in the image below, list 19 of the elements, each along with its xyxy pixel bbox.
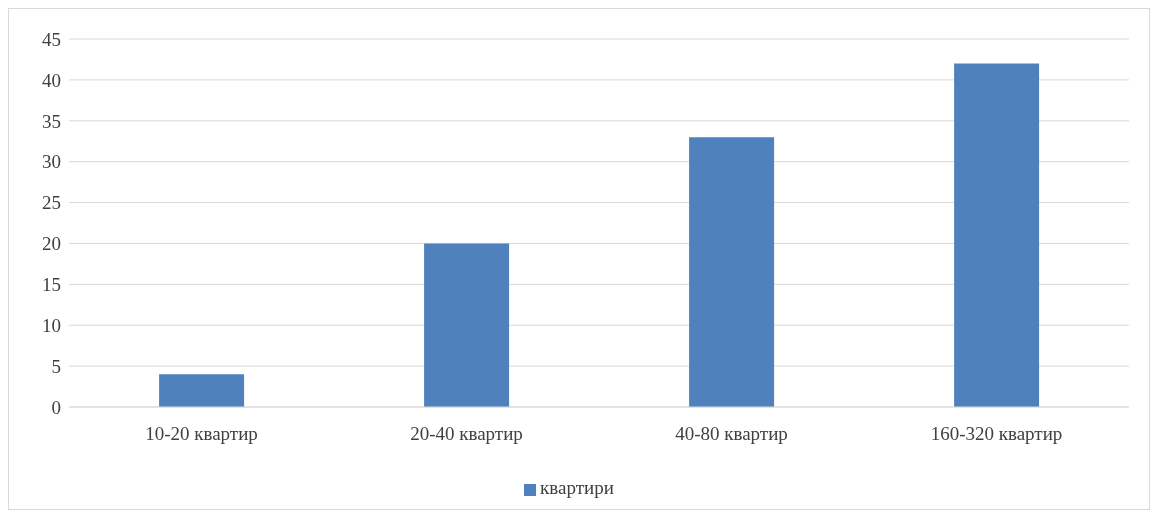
bar: [159, 374, 245, 407]
x-tick-label: 20-40 квартир: [410, 423, 523, 445]
x-tick-label: 40-80 квартир: [675, 423, 788, 445]
y-tick-label: 15: [42, 274, 61, 296]
y-tick-label: 30: [42, 151, 61, 173]
y-tick-label: 5: [51, 355, 61, 377]
x-tick-label: 10-20 квартир: [145, 423, 258, 445]
y-tick-label: 20: [42, 233, 61, 255]
legend-label: квартири: [540, 477, 614, 498]
y-tick-label: 35: [42, 110, 61, 132]
y-tick-label: 0: [51, 396, 61, 418]
bar: [424, 243, 510, 407]
y-tick-label: 10: [42, 314, 61, 336]
y-tick-label: 25: [42, 192, 61, 214]
bar: [689, 137, 775, 407]
bar: [954, 63, 1040, 407]
x-tick-label: 160-320 квартир: [930, 423, 1063, 445]
y-tick-label: 40: [42, 69, 61, 91]
y-tick-label: 45: [42, 28, 61, 50]
